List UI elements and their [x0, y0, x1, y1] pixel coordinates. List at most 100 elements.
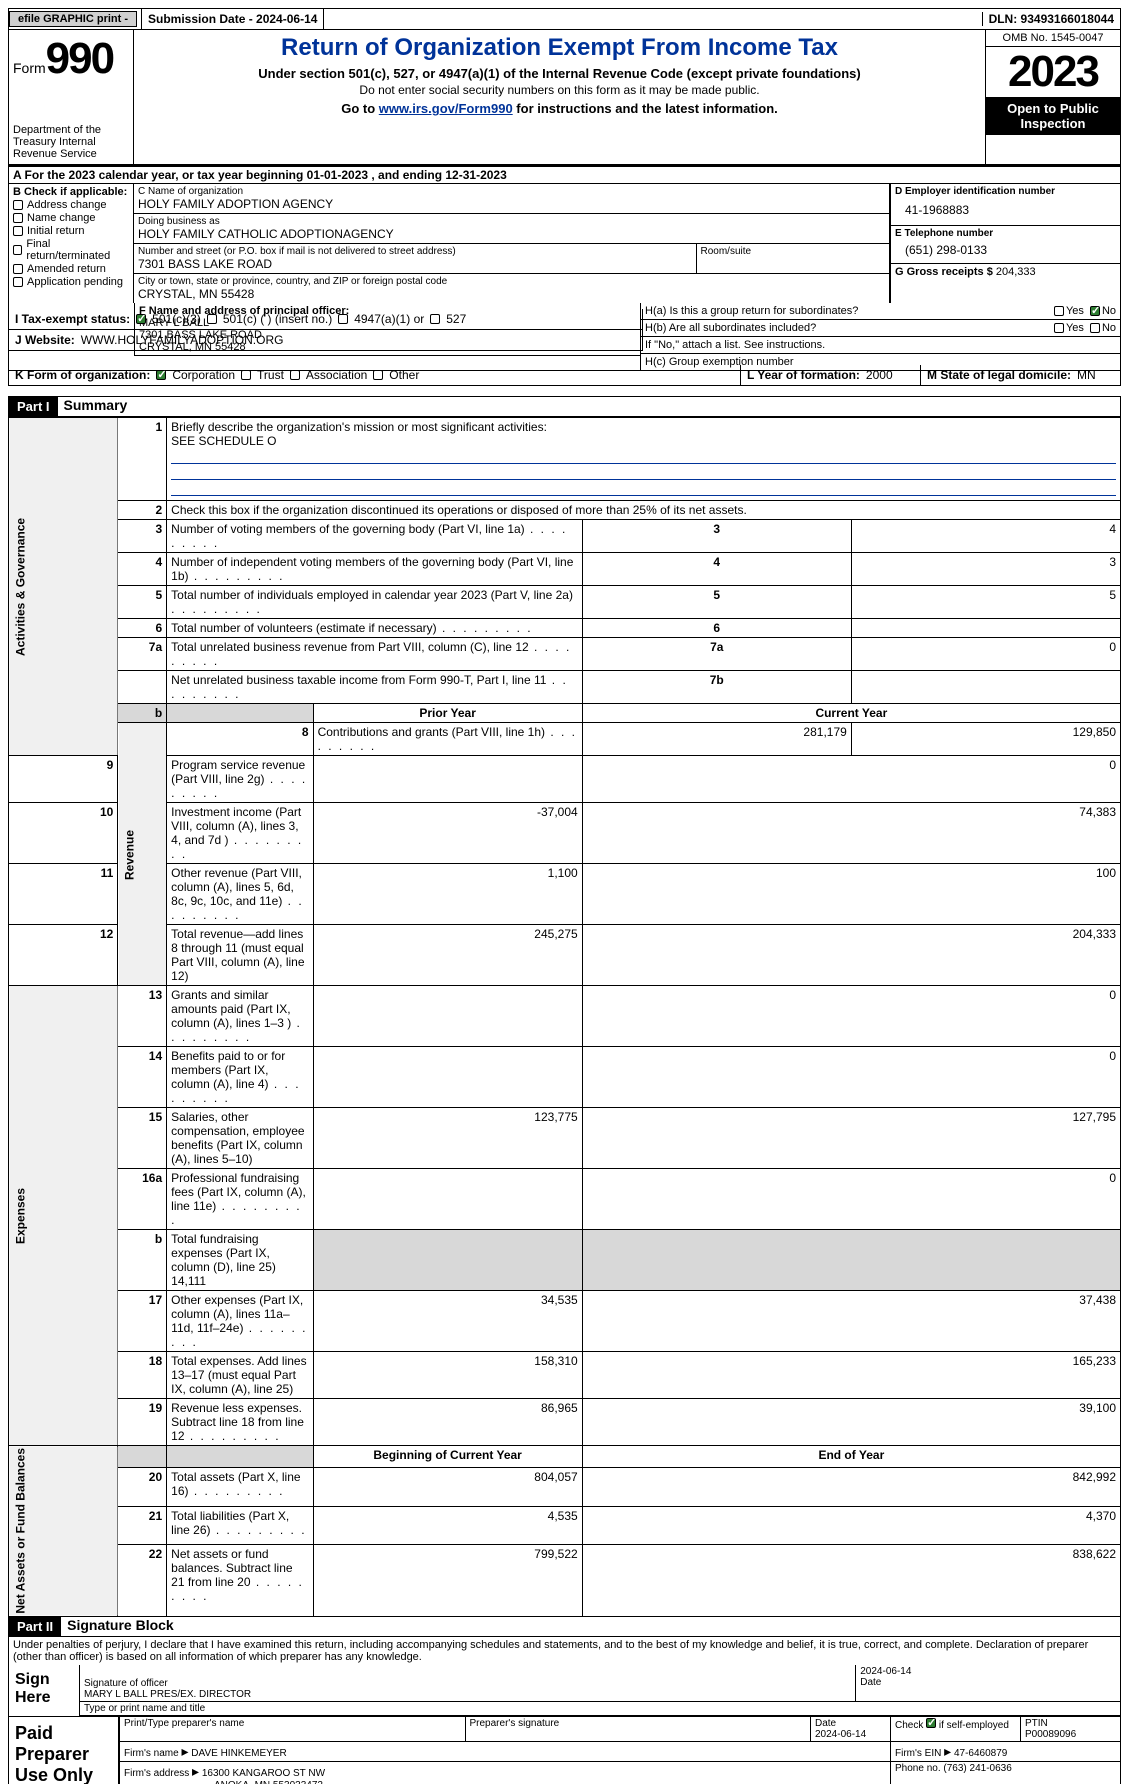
domicile-val: MN	[1077, 368, 1096, 382]
t: Benefits paid to or for members (Part IX…	[167, 1047, 313, 1108]
chk-ha-yes[interactable]	[1054, 306, 1064, 316]
irs-link[interactable]: www.irs.gov/Form990	[379, 101, 513, 116]
box-h: H(a) Is this a group return for subordin…	[640, 303, 1120, 370]
chk-trust[interactable]	[241, 370, 251, 380]
yearform-lbl: L Year of formation:	[747, 368, 860, 382]
b: 5	[582, 586, 851, 619]
sign-here-lbl: Sign Here	[9, 1665, 79, 1716]
p: 4,535	[313, 1506, 582, 1545]
chk-hb-yes[interactable]	[1054, 323, 1064, 333]
chk-self-employed[interactable]	[926, 1718, 936, 1728]
hdr-left: Form990 Department of the Treasury Inter…	[9, 30, 134, 164]
declaration: Under penalties of perjury, I declare th…	[8, 1637, 1121, 1665]
chk-other[interactable]	[373, 370, 383, 380]
n: 10	[9, 803, 118, 864]
t: Net unrelated business taxable income fr…	[167, 671, 583, 704]
phone: (651) 298-0133	[895, 239, 1116, 261]
entity-block: B Check if applicable: Address change Na…	[8, 184, 1121, 303]
type-lbl: Type or print name and title	[79, 1702, 1120, 1716]
gross-lbl: G Gross receipts $	[895, 266, 993, 278]
firm-phone: (763) 241-0636	[943, 1763, 1011, 1774]
p: 86,965	[313, 1399, 582, 1446]
chk-ha-no[interactable]	[1090, 306, 1100, 316]
gov-row: 6Total number of volunteers (estimate if…	[9, 619, 1121, 638]
c: 838,622	[582, 1545, 1120, 1616]
part2-title: Signature Block	[61, 1617, 174, 1636]
dba-lbl: Doing business as	[138, 216, 885, 227]
self-emp-txt: if self-employed	[936, 1720, 1009, 1731]
goto-post: for instructions and the latest informat…	[513, 101, 778, 116]
n: 19	[118, 1399, 167, 1446]
chk-final-return[interactable]	[13, 245, 22, 255]
box-deg: D Employer identification number 41-1968…	[890, 184, 1120, 303]
chk-4947[interactable]	[338, 314, 348, 324]
c: 39,100	[582, 1399, 1120, 1446]
b: 7a	[582, 638, 851, 671]
chk-hb-no[interactable]	[1090, 323, 1100, 333]
vlab-exp: Expenses	[9, 986, 118, 1446]
prep-date-lbl: Date	[815, 1718, 836, 1729]
form-990-number: 990	[46, 34, 113, 83]
lbl-4947: 4947(a)(1) or	[354, 312, 424, 326]
lbl-527: 527	[446, 312, 466, 326]
chk-501c[interactable]	[207, 314, 217, 324]
vlab-gov: Activities & Governance	[9, 418, 118, 756]
p: 799,522	[313, 1545, 582, 1616]
prep-date: 2024-06-14	[815, 1729, 866, 1740]
chk-527[interactable]	[430, 314, 440, 324]
p: 158,310	[313, 1352, 582, 1399]
hdr-mid: Return of Organization Exempt From Incom…	[134, 30, 985, 164]
chk-initial-return[interactable]	[13, 226, 23, 236]
p-shade	[313, 1230, 582, 1291]
gross-val: 204,333	[996, 266, 1036, 278]
lbl-501c: 501(c) ( ) (insert no.)	[223, 312, 332, 326]
p: 34,535	[313, 1291, 582, 1352]
n: b	[118, 1230, 167, 1291]
ein2: 47-6460879	[954, 1748, 1007, 1759]
hb-lbl: H(b) Are all subordinates included?	[645, 322, 1048, 334]
chk-amended-return[interactable]	[13, 264, 23, 274]
c: 0	[582, 1047, 1120, 1108]
chk-corp[interactable]	[156, 370, 166, 380]
topbar: efile GRAPHIC print - Submission Date - …	[8, 8, 1121, 30]
addr-lbl: Number and street (or P.O. box if mail i…	[138, 246, 692, 257]
city: CRYSTAL, MN 55428	[138, 287, 885, 301]
p: 245,275	[313, 925, 582, 986]
dln: DLN: 93493166018044	[982, 12, 1120, 26]
website-lbl: J Website:	[15, 333, 75, 347]
hb-note: If "No," attach a list. See instructions…	[640, 337, 1120, 354]
n: 6	[118, 619, 167, 638]
t: Total number of individuals employed in …	[167, 586, 583, 619]
lbl-yes: Yes	[1066, 305, 1084, 317]
chk-assoc[interactable]	[290, 370, 300, 380]
gov-row: 3Number of voting members of the governi…	[9, 520, 1121, 553]
part1-title: Summary	[58, 397, 128, 416]
chk-name-change[interactable]	[13, 213, 23, 223]
col-end: End of Year	[582, 1446, 1120, 1468]
ptin: P00089096	[1025, 1729, 1076, 1740]
ssn-note: Do not enter social security numbers on …	[142, 83, 977, 97]
p: 281,179	[582, 723, 851, 756]
form-subtitle: Under section 501(c), 527, or 4947(a)(1)…	[142, 66, 977, 81]
n: 15	[118, 1108, 167, 1169]
org-name: HOLY FAMILY ADOPTION AGENCY	[138, 197, 885, 211]
summary-table: Activities & Governance 1 Briefly descri…	[8, 417, 1121, 1617]
t: Total fundraising expenses (Part IX, col…	[167, 1230, 313, 1291]
col-beg: Beginning of Current Year	[313, 1446, 582, 1468]
spacer	[323, 9, 336, 29]
gov-row: Net unrelated business taxable income fr…	[9, 671, 1121, 704]
t: Total assets (Part X, line 16)	[167, 1468, 313, 1507]
chk-address-change[interactable]	[13, 200, 23, 210]
b: 3	[582, 520, 851, 553]
chk-501c3[interactable]	[136, 314, 146, 324]
gov-row: 5Total number of individuals employed in…	[9, 586, 1121, 619]
n: 21	[118, 1506, 167, 1545]
lbl-no: No	[1102, 305, 1116, 317]
c: 0	[582, 1169, 1120, 1230]
p: 1,100	[313, 864, 582, 925]
ein-lbl2: Firm's EIN	[895, 1748, 941, 1759]
c-shade	[582, 1230, 1120, 1291]
row2-num: 2	[118, 501, 167, 520]
lbl-name-change: Name change	[27, 212, 96, 224]
chk-application-pending[interactable]	[13, 277, 23, 287]
